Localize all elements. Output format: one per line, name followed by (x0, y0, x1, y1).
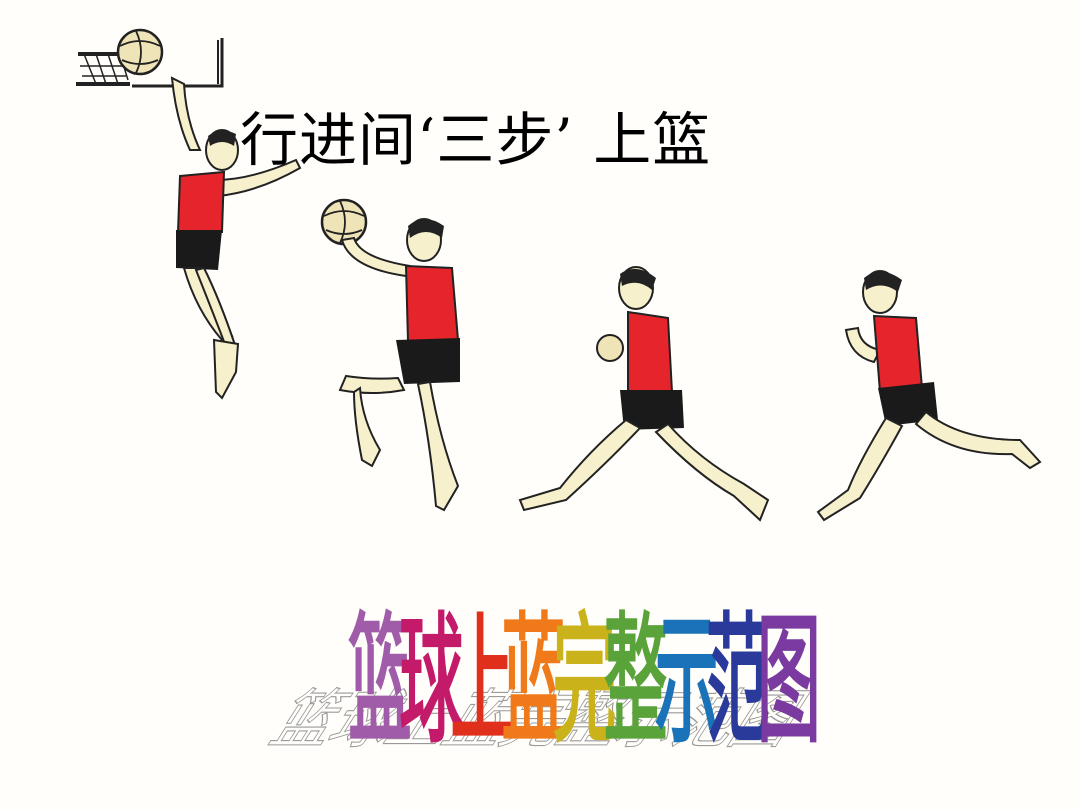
basketball-icon (116, 28, 164, 76)
wordart-char: 球 (398, 600, 464, 766)
wordart-char: 图 (756, 600, 822, 766)
wordart-char: 完 (552, 600, 618, 766)
layup-sequence-illustration (76, 28, 1042, 522)
wordart-char: 示 (654, 600, 720, 766)
player-gather-icon (320, 198, 460, 512)
slide-title: 行进间‘三步’ 上篮 (240, 106, 712, 174)
player-run-icon (816, 270, 1042, 522)
wordart-char: 上 (449, 600, 515, 766)
basketball-icon (320, 198, 368, 246)
wordart-banner: 篮球上蓝完整示范图 (240, 585, 840, 785)
basketball-hoop-icon (76, 38, 224, 88)
player-jump-shot-icon (170, 76, 302, 400)
wordart-char: 篮 (347, 600, 413, 766)
player-step-icon (518, 266, 770, 522)
wordart-char: 整 (603, 600, 669, 766)
wordart-char: 范 (705, 600, 771, 766)
wordart-char: 蓝 (501, 600, 567, 766)
